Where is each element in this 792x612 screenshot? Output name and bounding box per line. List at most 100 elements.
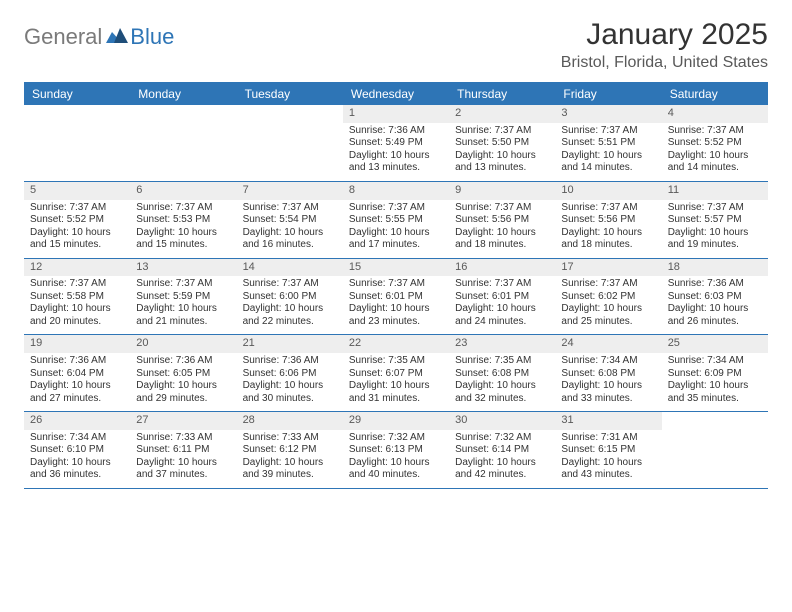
sunset-line: Sunset: 5:53 PM bbox=[136, 214, 230, 227]
sunset-line: Sunset: 5:49 PM bbox=[349, 137, 443, 150]
sunrise-line: Sunrise: 7:37 AM bbox=[243, 278, 337, 291]
day-cell: 30Sunrise: 7:32 AMSunset: 6:14 PMDayligh… bbox=[449, 412, 555, 488]
sunrise-line: Sunrise: 7:36 AM bbox=[349, 125, 443, 138]
day-body: Sunrise: 7:36 AMSunset: 6:04 PMDaylight:… bbox=[24, 353, 130, 411]
day-number: 26 bbox=[24, 412, 130, 430]
sunset-line: Sunset: 5:54 PM bbox=[243, 214, 337, 227]
day-cell: 12Sunrise: 7:37 AMSunset: 5:58 PMDayligh… bbox=[24, 259, 130, 335]
calendar: SundayMondayTuesdayWednesdayThursdayFrid… bbox=[24, 82, 768, 489]
day-cell: 3Sunrise: 7:37 AMSunset: 5:51 PMDaylight… bbox=[555, 105, 661, 181]
day-cell: 7Sunrise: 7:37 AMSunset: 5:54 PMDaylight… bbox=[237, 182, 343, 258]
dow-cell: Wednesday bbox=[343, 83, 449, 105]
day-number: 12 bbox=[24, 259, 130, 277]
daylight-line: Daylight: 10 hours and 22 minutes. bbox=[243, 303, 337, 328]
day-cell: 24Sunrise: 7:34 AMSunset: 6:08 PMDayligh… bbox=[555, 335, 661, 411]
day-body: Sunrise: 7:36 AMSunset: 6:05 PMDaylight:… bbox=[130, 353, 236, 411]
daylight-line: Daylight: 10 hours and 43 minutes. bbox=[561, 457, 655, 482]
day-body: Sunrise: 7:34 AMSunset: 6:10 PMDaylight:… bbox=[24, 430, 130, 488]
day-number: 28 bbox=[237, 412, 343, 430]
day-cell bbox=[662, 412, 768, 488]
week-row: 5Sunrise: 7:37 AMSunset: 5:52 PMDaylight… bbox=[24, 182, 768, 259]
day-body: Sunrise: 7:37 AMSunset: 5:52 PMDaylight:… bbox=[24, 200, 130, 258]
day-cell: 27Sunrise: 7:33 AMSunset: 6:11 PMDayligh… bbox=[130, 412, 236, 488]
sunset-line: Sunset: 5:51 PM bbox=[561, 137, 655, 150]
day-cell: 31Sunrise: 7:31 AMSunset: 6:15 PMDayligh… bbox=[555, 412, 661, 488]
day-cell: 28Sunrise: 7:33 AMSunset: 6:12 PMDayligh… bbox=[237, 412, 343, 488]
daylight-line: Daylight: 10 hours and 17 minutes. bbox=[349, 227, 443, 252]
weeks-container: 1Sunrise: 7:36 AMSunset: 5:49 PMDaylight… bbox=[24, 105, 768, 489]
day-cell: 20Sunrise: 7:36 AMSunset: 6:05 PMDayligh… bbox=[130, 335, 236, 411]
day-cell: 1Sunrise: 7:36 AMSunset: 5:49 PMDaylight… bbox=[343, 105, 449, 181]
day-body: Sunrise: 7:37 AMSunset: 5:54 PMDaylight:… bbox=[237, 200, 343, 258]
daylight-line: Daylight: 10 hours and 21 minutes. bbox=[136, 303, 230, 328]
day-body: Sunrise: 7:37 AMSunset: 5:51 PMDaylight:… bbox=[555, 123, 661, 181]
day-body: Sunrise: 7:33 AMSunset: 6:11 PMDaylight:… bbox=[130, 430, 236, 488]
sunrise-line: Sunrise: 7:37 AM bbox=[136, 202, 230, 215]
sunrise-line: Sunrise: 7:37 AM bbox=[668, 202, 762, 215]
day-number: 5 bbox=[24, 182, 130, 200]
day-cell: 9Sunrise: 7:37 AMSunset: 5:56 PMDaylight… bbox=[449, 182, 555, 258]
sunset-line: Sunset: 6:00 PM bbox=[243, 291, 337, 304]
daylight-line: Daylight: 10 hours and 31 minutes. bbox=[349, 380, 443, 405]
sunrise-line: Sunrise: 7:37 AM bbox=[455, 125, 549, 138]
day-number: 15 bbox=[343, 259, 449, 277]
day-body: Sunrise: 7:34 AMSunset: 6:09 PMDaylight:… bbox=[662, 353, 768, 411]
day-cell: 26Sunrise: 7:34 AMSunset: 6:10 PMDayligh… bbox=[24, 412, 130, 488]
dow-cell: Friday bbox=[555, 83, 661, 105]
day-cell: 29Sunrise: 7:32 AMSunset: 6:13 PMDayligh… bbox=[343, 412, 449, 488]
daylight-line: Daylight: 10 hours and 18 minutes. bbox=[561, 227, 655, 252]
day-cell: 10Sunrise: 7:37 AMSunset: 5:56 PMDayligh… bbox=[555, 182, 661, 258]
daylight-line: Daylight: 10 hours and 15 minutes. bbox=[30, 227, 124, 252]
sunset-line: Sunset: 6:08 PM bbox=[561, 368, 655, 381]
dow-cell: Thursday bbox=[449, 83, 555, 105]
sunrise-line: Sunrise: 7:33 AM bbox=[243, 432, 337, 445]
sunrise-line: Sunrise: 7:37 AM bbox=[349, 202, 443, 215]
sunrise-line: Sunrise: 7:34 AM bbox=[30, 432, 124, 445]
daylight-line: Daylight: 10 hours and 36 minutes. bbox=[30, 457, 124, 482]
day-body: Sunrise: 7:35 AMSunset: 6:07 PMDaylight:… bbox=[343, 353, 449, 411]
dow-cell: Tuesday bbox=[237, 83, 343, 105]
day-number: 3 bbox=[555, 105, 661, 123]
sunset-line: Sunset: 5:56 PM bbox=[561, 214, 655, 227]
sunrise-line: Sunrise: 7:37 AM bbox=[455, 202, 549, 215]
day-number: 29 bbox=[343, 412, 449, 430]
day-cell: 2Sunrise: 7:37 AMSunset: 5:50 PMDaylight… bbox=[449, 105, 555, 181]
page-title: January 2025 bbox=[561, 18, 768, 52]
day-number: 6 bbox=[130, 182, 236, 200]
sunset-line: Sunset: 6:05 PM bbox=[136, 368, 230, 381]
day-body: Sunrise: 7:37 AMSunset: 5:56 PMDaylight:… bbox=[449, 200, 555, 258]
day-number: 16 bbox=[449, 259, 555, 277]
sunrise-line: Sunrise: 7:31 AM bbox=[561, 432, 655, 445]
day-body: Sunrise: 7:37 AMSunset: 6:01 PMDaylight:… bbox=[449, 276, 555, 334]
daylight-line: Daylight: 10 hours and 42 minutes. bbox=[455, 457, 549, 482]
daylight-line: Daylight: 10 hours and 39 minutes. bbox=[243, 457, 337, 482]
logo-text-blue: Blue bbox=[130, 24, 174, 50]
day-body: Sunrise: 7:37 AMSunset: 5:56 PMDaylight:… bbox=[555, 200, 661, 258]
day-body: Sunrise: 7:32 AMSunset: 6:14 PMDaylight:… bbox=[449, 430, 555, 488]
day-number: 4 bbox=[662, 105, 768, 123]
sunset-line: Sunset: 6:02 PM bbox=[561, 291, 655, 304]
day-number: 23 bbox=[449, 335, 555, 353]
daylight-line: Daylight: 10 hours and 29 minutes. bbox=[136, 380, 230, 405]
sunrise-line: Sunrise: 7:35 AM bbox=[349, 355, 443, 368]
daylight-line: Daylight: 10 hours and 37 minutes. bbox=[136, 457, 230, 482]
dow-cell: Monday bbox=[130, 83, 236, 105]
day-body: Sunrise: 7:33 AMSunset: 6:12 PMDaylight:… bbox=[237, 430, 343, 488]
day-cell: 16Sunrise: 7:37 AMSunset: 6:01 PMDayligh… bbox=[449, 259, 555, 335]
sunset-line: Sunset: 6:01 PM bbox=[455, 291, 549, 304]
day-number: 14 bbox=[237, 259, 343, 277]
day-body: Sunrise: 7:37 AMSunset: 5:57 PMDaylight:… bbox=[662, 200, 768, 258]
sunrise-line: Sunrise: 7:36 AM bbox=[668, 278, 762, 291]
sunrise-line: Sunrise: 7:34 AM bbox=[668, 355, 762, 368]
day-cell: 23Sunrise: 7:35 AMSunset: 6:08 PMDayligh… bbox=[449, 335, 555, 411]
daylight-line: Daylight: 10 hours and 18 minutes. bbox=[455, 227, 549, 252]
day-number: 18 bbox=[662, 259, 768, 277]
day-cell: 25Sunrise: 7:34 AMSunset: 6:09 PMDayligh… bbox=[662, 335, 768, 411]
sunset-line: Sunset: 6:09 PM bbox=[668, 368, 762, 381]
sunset-line: Sunset: 5:58 PM bbox=[30, 291, 124, 304]
daylight-line: Daylight: 10 hours and 33 minutes. bbox=[561, 380, 655, 405]
sunset-line: Sunset: 6:14 PM bbox=[455, 444, 549, 457]
dow-cell: Sunday bbox=[24, 83, 130, 105]
day-cell: 8Sunrise: 7:37 AMSunset: 5:55 PMDaylight… bbox=[343, 182, 449, 258]
sunrise-line: Sunrise: 7:36 AM bbox=[30, 355, 124, 368]
